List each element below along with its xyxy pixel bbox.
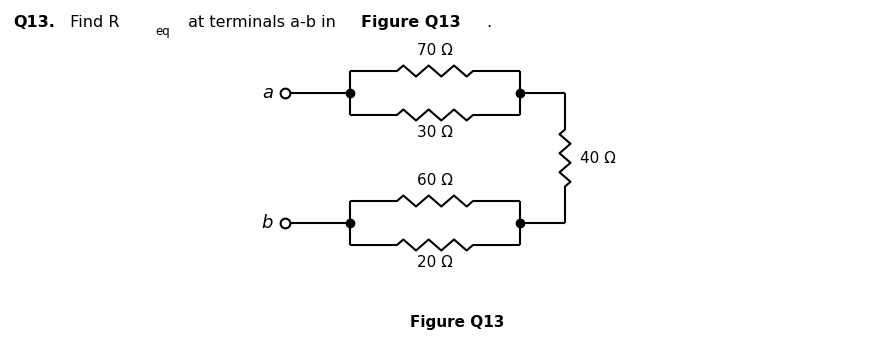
Text: 30 Ω: 30 Ω [417, 125, 453, 140]
Text: Q13.: Q13. [13, 15, 55, 30]
Text: b: b [262, 214, 273, 232]
Text: Figure Q13: Figure Q13 [410, 316, 505, 331]
Text: 60 Ω: 60 Ω [417, 173, 453, 188]
Text: Figure Q13: Figure Q13 [361, 15, 461, 30]
Text: 20 Ω: 20 Ω [417, 255, 453, 270]
Text: 70 Ω: 70 Ω [417, 43, 453, 58]
Text: a: a [262, 84, 273, 102]
Text: at terminals a-b in: at terminals a-b in [183, 15, 341, 30]
Text: .: . [486, 15, 491, 30]
Text: Find R: Find R [65, 15, 119, 30]
Text: 40 Ω: 40 Ω [580, 151, 616, 166]
Text: eq: eq [155, 25, 170, 38]
